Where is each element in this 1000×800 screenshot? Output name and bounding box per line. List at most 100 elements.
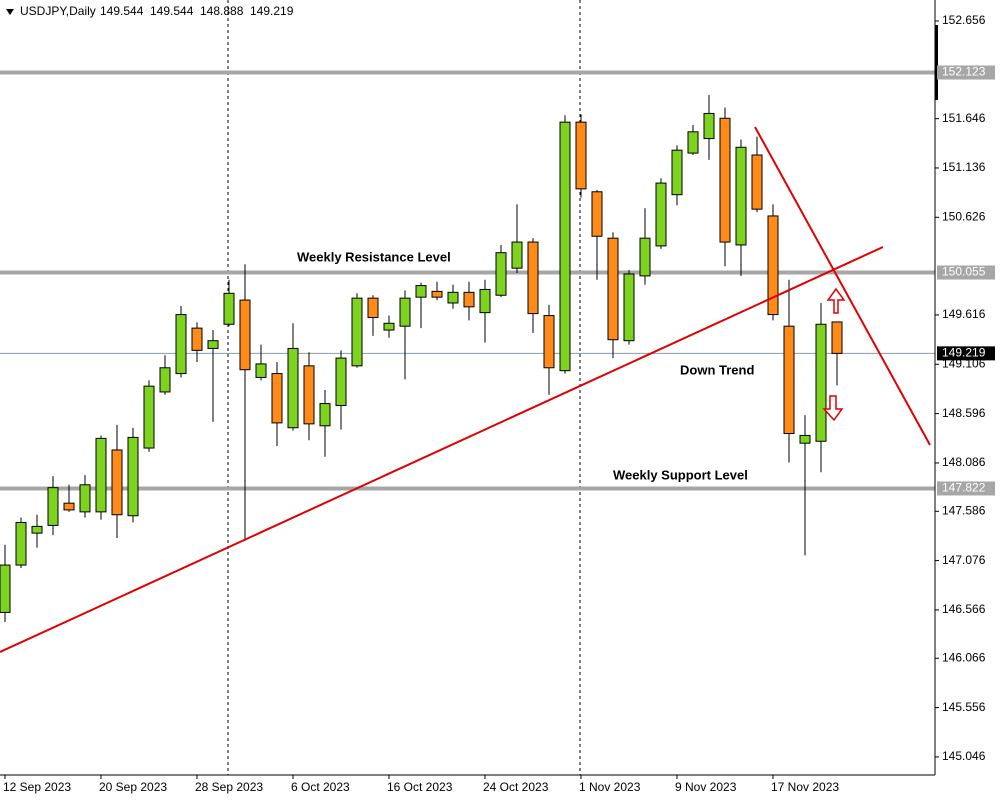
y-tick-label: 147.586 xyxy=(942,503,986,517)
candle-body xyxy=(63,502,75,511)
candle-body xyxy=(591,191,603,237)
candle-body xyxy=(447,291,459,304)
candle-body xyxy=(543,315,555,369)
y-tick-label: 150.626 xyxy=(942,209,986,223)
x-tick-label: 1 Nov 2023 xyxy=(579,780,641,794)
candle-body xyxy=(223,292,235,325)
candles xyxy=(0,95,843,623)
level-label-box xyxy=(937,65,995,80)
candle-body xyxy=(15,522,27,566)
candle-body xyxy=(623,273,635,342)
candle-body xyxy=(143,385,155,449)
y-axis: 152.656151.646151.136150.626149.616149.1… xyxy=(3,13,995,794)
y-tick-label: 152.656 xyxy=(942,13,986,27)
candle-body xyxy=(815,323,827,442)
candle-body xyxy=(639,237,651,277)
candle-body xyxy=(463,291,475,308)
up-arrow xyxy=(826,287,846,314)
candle-body xyxy=(751,154,763,210)
candle-body xyxy=(607,237,619,341)
y-tick-label: 145.046 xyxy=(942,749,986,763)
candle-body xyxy=(495,252,507,296)
x-tick-label: 17 Nov 2023 xyxy=(771,780,839,794)
candle-body xyxy=(799,434,811,444)
candle-body xyxy=(271,373,283,424)
candle-body xyxy=(127,436,139,517)
candle-body xyxy=(687,131,699,154)
candle-body xyxy=(415,285,427,298)
symbol-title: USDJPY,Daily xyxy=(20,4,96,18)
candle-body xyxy=(95,437,107,513)
candle-body xyxy=(31,525,43,534)
candle-body xyxy=(159,367,171,393)
candle-body xyxy=(559,121,571,372)
candle-body xyxy=(255,363,267,378)
menu-arrow xyxy=(6,9,14,15)
candle-body xyxy=(111,449,123,516)
y-tick-label: 149.616 xyxy=(942,307,986,321)
candle-body xyxy=(47,487,59,526)
down-arrow xyxy=(822,395,844,422)
annotation: Weekly Support Level xyxy=(613,467,748,482)
candle-body xyxy=(527,241,539,315)
annotation: Weekly Resistance Level xyxy=(297,249,451,264)
y-tick-label: 151.136 xyxy=(942,160,986,174)
candle-body xyxy=(431,290,443,298)
ohlc-close: 149.219 xyxy=(250,4,294,18)
x-tick-label: 6 Oct 2023 xyxy=(291,780,350,794)
y-tick-label: 147.076 xyxy=(942,553,986,567)
trend-line xyxy=(0,246,884,653)
level-label-box xyxy=(937,265,995,280)
candle-body xyxy=(703,112,715,140)
candle-body xyxy=(367,297,379,318)
level-label: 147.822 xyxy=(942,481,986,495)
candle-body xyxy=(287,347,299,429)
candle-body xyxy=(575,121,587,190)
candle-body xyxy=(0,564,11,613)
ohlc-low: 148.888 xyxy=(200,4,244,18)
candle-body xyxy=(335,357,347,406)
x-tick-label: 28 Sep 2023 xyxy=(195,780,263,794)
candle-body xyxy=(767,215,779,316)
candle-body xyxy=(479,288,491,314)
x-tick-label: 16 Oct 2023 xyxy=(387,780,453,794)
candle-body xyxy=(655,182,667,247)
candle-body xyxy=(191,327,203,351)
y-tick-label: 145.556 xyxy=(942,700,986,714)
scale-marker xyxy=(935,25,938,100)
candle-body xyxy=(319,403,331,427)
y-tick-label: 148.086 xyxy=(942,455,986,469)
y-tick-label: 146.566 xyxy=(942,602,986,616)
y-tick-label: 151.646 xyxy=(942,111,986,125)
current-price-box xyxy=(937,346,995,361)
trend-line xyxy=(754,126,931,446)
candle-body xyxy=(79,484,91,513)
annotation: Down Trend xyxy=(680,362,754,377)
candle-body xyxy=(383,322,395,331)
level-label: 152.123 xyxy=(942,65,986,79)
candle-body xyxy=(399,297,411,327)
trend-lines xyxy=(0,126,931,653)
levels xyxy=(0,70,935,491)
candle-body xyxy=(207,340,219,349)
y-tick-label: 148.596 xyxy=(942,406,986,420)
candle-body xyxy=(175,314,187,375)
candle-body xyxy=(719,117,731,243)
candle-body xyxy=(783,325,795,435)
x-tick-label: 20 Sep 2023 xyxy=(99,780,167,794)
x-tick-label: 24 Oct 2023 xyxy=(483,780,549,794)
x-tick-label: 12 Sep 2023 xyxy=(3,780,71,794)
candle-body xyxy=(735,146,747,246)
y-tick-label: 146.066 xyxy=(942,650,986,664)
candle-body xyxy=(239,299,251,371)
candle-body xyxy=(671,149,683,196)
candle-body xyxy=(511,241,523,269)
x-tick-label: 9 Nov 2023 xyxy=(675,780,737,794)
current-price-label: 149.219 xyxy=(942,346,986,360)
ohlc-high: 149.544 xyxy=(150,4,194,18)
level-label-box xyxy=(937,481,995,496)
ohlc-open: 149.544 xyxy=(100,4,144,18)
candle-body xyxy=(831,321,843,354)
level-label: 150.055 xyxy=(942,265,986,279)
